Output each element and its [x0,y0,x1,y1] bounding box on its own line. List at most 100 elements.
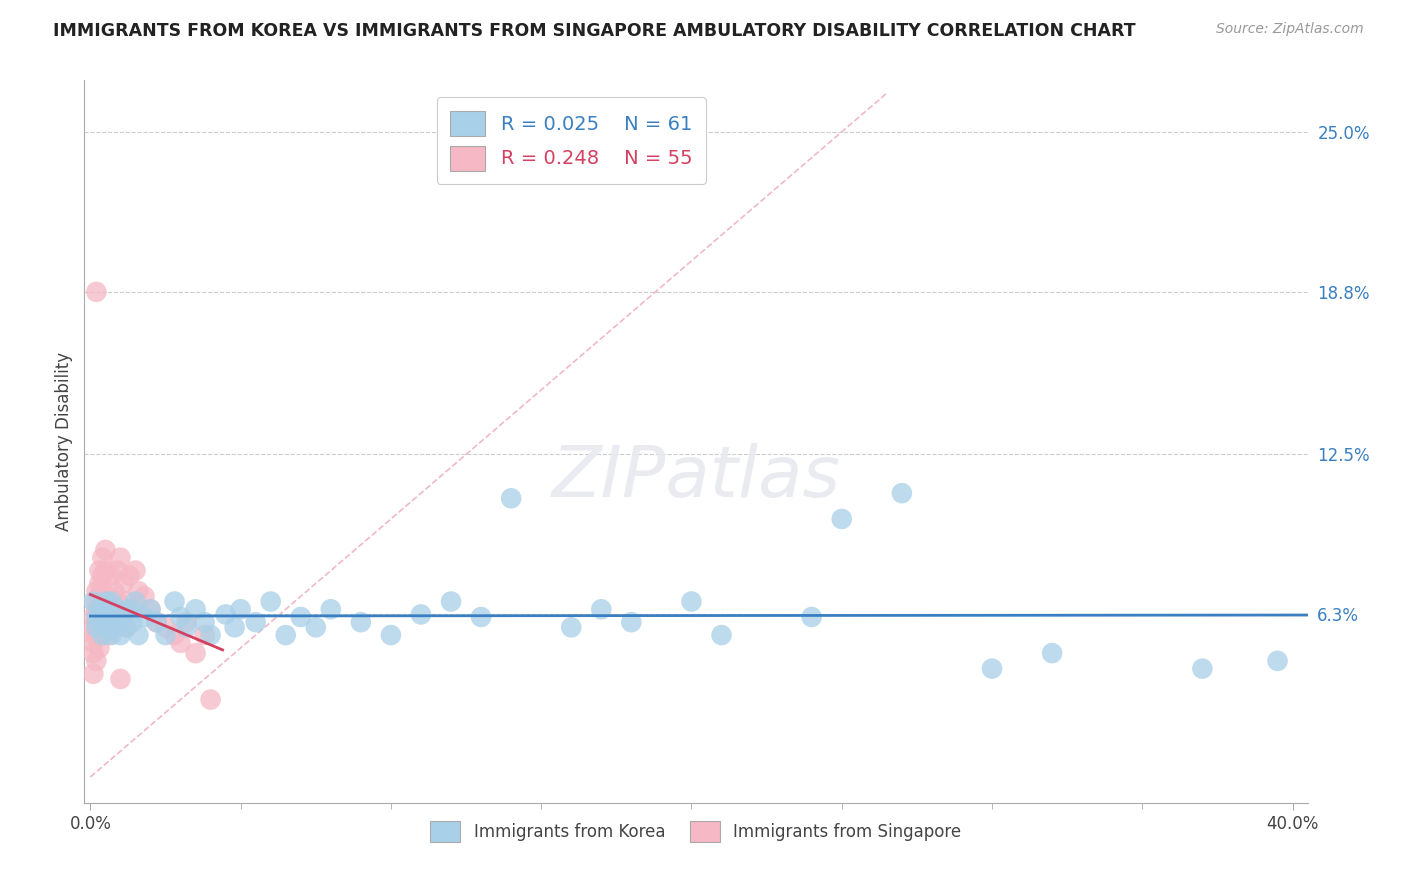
Point [82,628,104,642]
Point [100,602,122,616]
Point [155,628,177,642]
Point [89,615,111,630]
Point [103,584,125,599]
Point [110,628,132,642]
Point [560,620,582,634]
Point [89,602,111,616]
Point [97,615,120,630]
Point [121,615,143,630]
Point [82,594,104,608]
Point [82,620,104,634]
Point [176,620,198,634]
Point [107,564,129,578]
Point [115,620,138,634]
Point [139,602,162,616]
Point [110,672,132,686]
Point [86,285,108,299]
Legend: Immigrants from Korea, Immigrants from Singapore: Immigrants from Korea, Immigrants from S… [423,814,969,848]
Point [94,620,117,634]
Point [169,636,191,650]
Point [800,610,823,624]
Point [124,564,146,578]
Point [620,615,643,630]
Point [97,602,120,616]
Point [127,584,149,599]
Point [86,584,108,599]
Point [82,610,104,624]
Point [86,610,108,624]
Point [94,620,117,634]
Point [200,692,222,706]
Point [229,602,252,616]
Point [97,628,120,642]
Point [134,590,156,604]
Point [91,584,114,599]
Point [127,628,149,642]
Point [831,512,853,526]
Point [94,564,117,578]
Point [107,602,129,616]
Point [97,610,120,624]
Point [245,615,267,630]
Point [89,590,111,604]
Point [82,636,104,650]
Point [319,602,342,616]
Y-axis label: Ambulatory Disability: Ambulatory Disability [55,352,73,531]
Point [274,628,297,642]
Point [86,602,108,616]
Point [163,628,186,642]
Point [86,615,108,630]
Point [94,594,117,608]
Point [91,628,114,642]
Point [91,550,114,565]
Point [103,620,125,634]
Point [380,628,402,642]
Point [89,640,111,655]
Point [710,628,733,642]
Point [184,602,207,616]
Point [97,590,120,604]
Text: Source: ZipAtlas.com: Source: ZipAtlas.com [1216,22,1364,37]
Point [305,620,328,634]
Point [409,607,432,622]
Point [145,615,167,630]
Point [290,610,312,624]
Text: ZIPatlas: ZIPatlas [551,443,841,512]
Point [124,594,146,608]
Point [86,620,108,634]
Point [89,620,111,634]
Point [890,486,912,500]
Point [112,576,135,591]
Point [194,628,217,642]
Point [115,620,138,634]
Point [184,646,207,660]
Point [91,607,114,622]
Point [163,594,186,608]
Point [91,568,114,582]
Point [94,542,117,557]
Point [82,666,104,681]
Point [82,646,104,660]
Point [214,607,236,622]
Point [134,610,156,624]
Point [440,594,463,608]
Point [100,594,122,608]
Point [194,615,217,630]
Point [169,610,191,624]
Point [86,628,108,642]
Point [86,654,108,668]
Point [260,594,283,608]
Point [89,602,111,616]
Point [110,615,132,630]
Point [118,568,141,582]
Point [981,662,1004,676]
Point [1040,646,1063,660]
Point [112,607,135,622]
Point [470,610,492,624]
Point [89,576,111,591]
Point [100,568,122,582]
Point [115,594,138,608]
Point [100,628,122,642]
Point [139,602,162,616]
Point [121,602,143,616]
